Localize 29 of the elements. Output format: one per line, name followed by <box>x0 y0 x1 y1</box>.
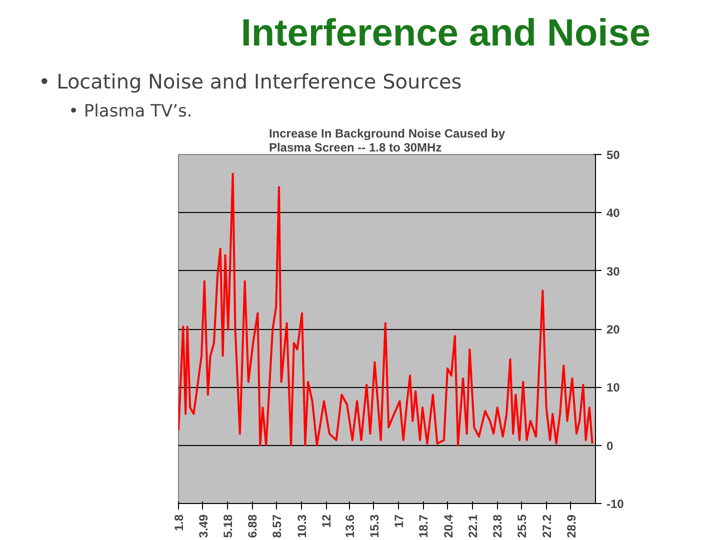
x-tick-label: 8.57 <box>270 514 284 538</box>
x-tick-label: 28.9 <box>564 514 578 538</box>
x-tick-label: 27.2 <box>540 514 554 538</box>
x-tick-label: 18.7 <box>416 514 431 538</box>
x-tick-label: 20.4 <box>441 514 456 538</box>
y-tick-label: 0 <box>606 438 614 453</box>
y-tick-label: 20 <box>606 322 620 336</box>
x-tick-label: 13.6 <box>342 514 357 538</box>
x-tick-label: 15.3 <box>367 514 382 538</box>
x-tick-label: 10.3 <box>295 514 310 538</box>
chart-title: Interference and Noise <box>240 12 650 54</box>
text: • Plasma TV’s. <box>68 102 192 122</box>
x-tick-label: 23.8 <box>490 514 505 538</box>
y-tick-label: 10 <box>606 380 620 395</box>
y-tick-label: 30 <box>606 264 620 278</box>
x-tick-label: 12 <box>320 514 334 528</box>
x-tick-label: 3.49 <box>196 514 210 538</box>
text: • Locating Noise and Interference Sources <box>38 70 462 94</box>
chart-subtitle: Increase In Background Noise Caused by Plasma Screen -- 1.8 to 30MHz <box>268 126 506 154</box>
x-tick-label: 17 <box>392 514 406 528</box>
y-tick-label: 40 <box>606 206 620 220</box>
x-tick-label: 5.18 <box>220 514 235 538</box>
y-tick-label: 50 <box>606 148 620 162</box>
x-tick-label: 6.88 <box>246 514 260 538</box>
x-tick-label: 25.5 <box>515 514 530 538</box>
x-tick-label: 1.8 <box>172 514 186 532</box>
x-tick-label: 22.1 <box>466 514 480 538</box>
y-tick-label: -10 <box>606 497 624 511</box>
line-series <box>178 172 594 446</box>
